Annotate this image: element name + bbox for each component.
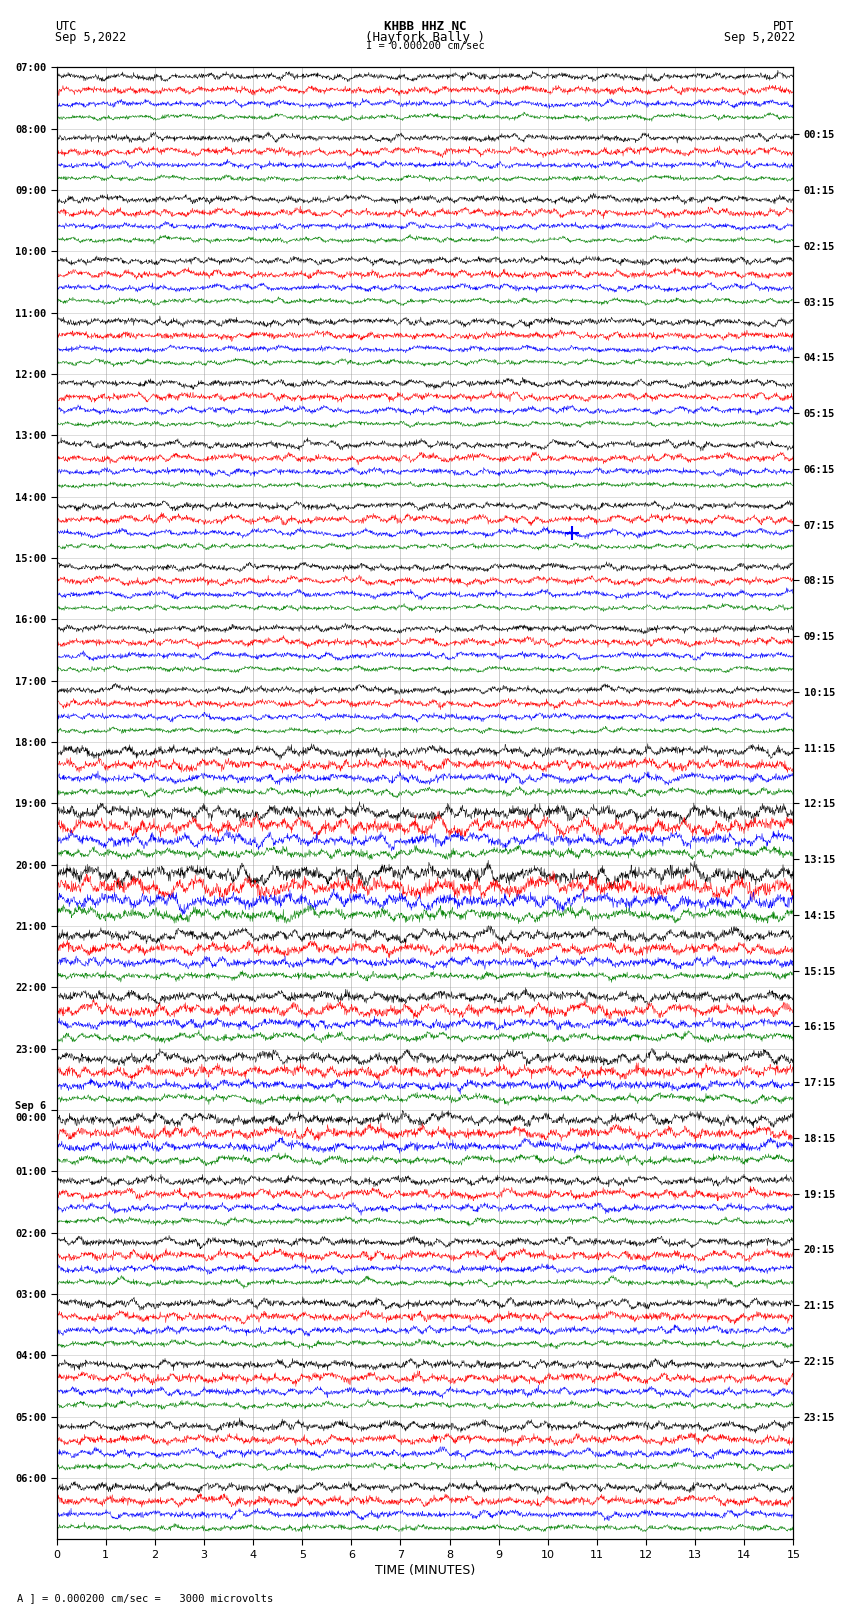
- Text: I = 0.000200 cm/sec: I = 0.000200 cm/sec: [366, 40, 484, 52]
- X-axis label: TIME (MINUTES): TIME (MINUTES): [375, 1565, 475, 1578]
- Text: (Hayfork Bally ): (Hayfork Bally ): [365, 31, 485, 44]
- Text: PDT: PDT: [774, 19, 795, 34]
- Text: UTC: UTC: [55, 19, 76, 34]
- Text: Sep 5,2022: Sep 5,2022: [55, 31, 127, 44]
- Text: KHBB HHZ NC: KHBB HHZ NC: [383, 19, 467, 34]
- Text: A ] = 0.000200 cm/sec =   3000 microvolts: A ] = 0.000200 cm/sec = 3000 microvolts: [17, 1594, 273, 1603]
- Text: Sep 5,2022: Sep 5,2022: [723, 31, 795, 44]
